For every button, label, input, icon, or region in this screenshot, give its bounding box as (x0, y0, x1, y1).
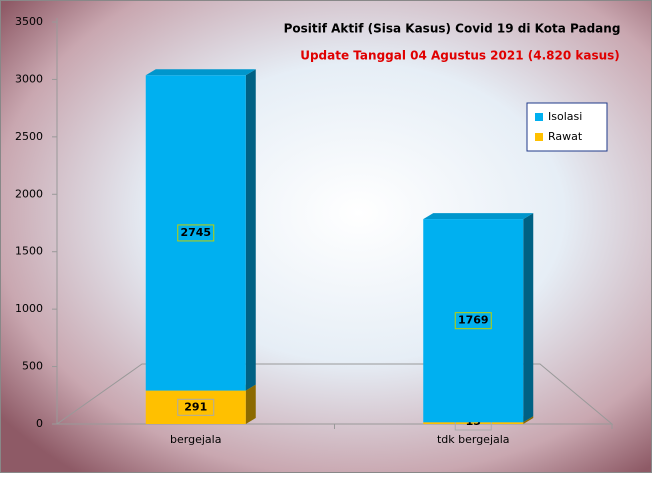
bar-top (145, 69, 256, 76)
y-tick-label: 2000 (15, 187, 43, 200)
y-tick-label: 1000 (15, 302, 43, 315)
legend-label: Rawat (548, 130, 583, 143)
chart-title: Positif Aktif (Sisa Kasus) Covid 19 di K… (284, 22, 621, 36)
chart-subtitle: Update Tanggal 04 Agustus 2021 (4.820 ka… (300, 49, 620, 63)
x-tick-label: bergejala (170, 433, 221, 446)
legend-swatch (535, 133, 543, 141)
bar-side (245, 69, 256, 391)
y-tick-label: 3000 (15, 72, 43, 85)
bar-side (523, 416, 534, 424)
x-tick-label: tdk bergejala (437, 433, 510, 446)
y-tick-label: 3500 (15, 15, 43, 28)
bar-side (245, 384, 256, 424)
bar (145, 75, 246, 391)
value-label: 2745 (180, 226, 211, 239)
value-label-box (177, 224, 215, 242)
bar (423, 422, 524, 424)
bar (145, 390, 246, 424)
value-label: 1769 (458, 314, 489, 327)
y-tick-label: 500 (22, 360, 43, 373)
legend (526, 102, 608, 152)
value-label: 291 (184, 400, 207, 413)
y-tick-label: 0 (36, 417, 43, 430)
y-tick-label: 2500 (15, 130, 43, 143)
y-tick-label: 1500 (15, 245, 43, 258)
value-label-box (177, 398, 215, 416)
legend-label: Isolasi (548, 110, 582, 123)
bar-top (423, 213, 534, 220)
bar-side (523, 213, 534, 423)
value-label-box (454, 312, 492, 330)
bar (423, 219, 524, 423)
legend-swatch (535, 113, 543, 121)
